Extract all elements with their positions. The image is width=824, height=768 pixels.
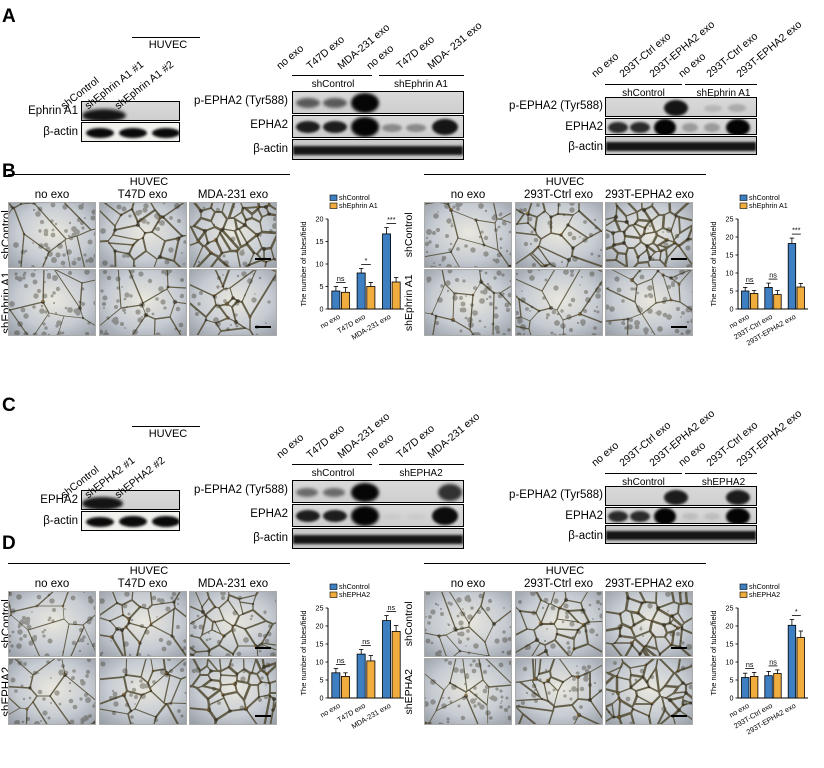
svg-text:shEPHA2: shEPHA2 [339,590,370,599]
svg-text:15: 15 [316,236,324,245]
svg-text:shEPHA2: shEPHA2 [749,590,780,599]
svg-text:20: 20 [726,232,734,241]
svg-text:5: 5 [730,675,734,684]
svg-text:15: 15 [726,639,734,648]
svg-text:10: 10 [316,259,324,268]
svg-text:20: 20 [726,621,734,630]
svg-text:The number of tubes/field: The number of tubes/field [709,610,718,695]
svg-text:25: 25 [726,603,734,612]
svg-text:5: 5 [320,675,324,684]
svg-text:25: 25 [726,214,734,223]
svg-text:20: 20 [316,621,324,630]
svg-text:15: 15 [316,639,324,648]
svg-text:ns: ns [769,657,777,666]
svg-text:10: 10 [726,657,734,666]
svg-text:0: 0 [320,693,324,702]
svg-text:shEphrin A1: shEphrin A1 [749,201,788,210]
svg-text:0: 0 [730,304,734,313]
svg-text:The number of tubes/field: The number of tubes/field [299,221,308,306]
svg-text:5: 5 [730,286,734,295]
svg-text:*: * [365,256,368,265]
svg-text:*: * [795,607,798,616]
svg-text:20: 20 [316,214,324,223]
svg-text:The number of tubes/field: The number of tubes/field [709,221,718,306]
svg-text:ns: ns [746,659,754,668]
svg-text:***: *** [792,225,801,234]
svg-text:ns: ns [746,274,754,283]
svg-text:ns: ns [769,270,777,279]
svg-text:10: 10 [726,268,734,277]
svg-text:ns: ns [337,274,345,283]
svg-text:ns: ns [337,656,345,665]
svg-text:shEphrin A1: shEphrin A1 [339,201,378,210]
svg-text:0: 0 [730,693,734,702]
svg-text:10: 10 [316,657,324,666]
svg-text:ns: ns [362,636,370,645]
svg-text:25: 25 [316,603,324,612]
svg-text:0: 0 [320,304,324,313]
svg-text:15: 15 [726,250,734,259]
svg-text:The number of tubes/field: The number of tubes/field [299,610,308,695]
svg-text:ns: ns [388,603,396,612]
svg-text:***: *** [387,215,396,224]
svg-text:5: 5 [320,281,324,290]
